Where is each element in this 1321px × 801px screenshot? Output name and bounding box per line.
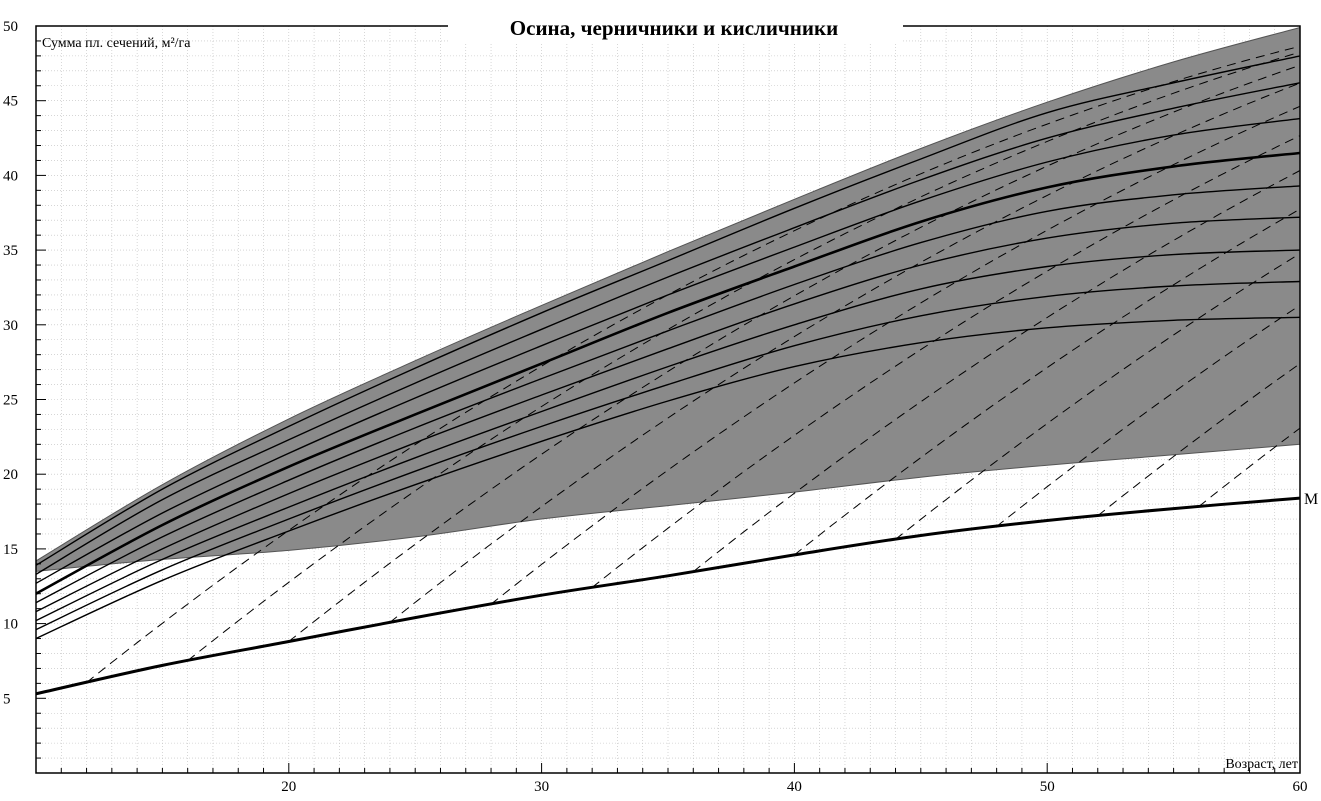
growth-curve	[35, 316, 1301, 640]
dashed-line	[490, 105, 1301, 605]
growth-curve	[35, 151, 1301, 595]
axis-ticks	[35, 25, 1301, 774]
growth-curve	[35, 82, 1301, 575]
x-tick-label: 40	[787, 779, 802, 795]
dashed-line	[86, 45, 1301, 683]
y-tick-label: 5	[3, 691, 11, 707]
y-axis-label: Сумма пл. сечений, м²/га	[42, 36, 191, 51]
growth-curve	[35, 249, 1301, 622]
dashed-line	[1097, 363, 1301, 517]
y-tick-label: 25	[3, 393, 18, 409]
x-tick-label: 50	[1040, 779, 1055, 795]
growth-curve	[35, 55, 1301, 566]
y-tick-label: 20	[3, 467, 18, 483]
dashed-line	[288, 64, 1301, 642]
y-tick-label: 35	[3, 243, 18, 259]
x-tick-label: 60	[1293, 779, 1308, 795]
y-tick-labels: 5 10 15 20 25 30 35 40 45 50	[3, 19, 18, 707]
x-tick-labels: 20 30 40 50 60	[281, 779, 1307, 795]
dashed-line	[1198, 427, 1301, 507]
y-tick-label: 40	[3, 168, 18, 184]
shaded-band	[35, 26, 1301, 572]
x-tick-label: 20	[281, 779, 296, 795]
growth-curves	[35, 55, 1301, 640]
y-tick-label: 45	[3, 94, 18, 110]
y-tick-label: 10	[3, 617, 18, 633]
y-tick-label: 15	[3, 542, 18, 558]
dashed-line	[187, 51, 1301, 662]
dashed-line	[591, 135, 1301, 588]
dashed-line	[794, 208, 1301, 556]
dashed-line	[692, 170, 1301, 572]
growth-curve	[35, 216, 1301, 613]
x-tick-label: 30	[534, 779, 549, 795]
chart-title: Осина, черничники и кисличники	[510, 16, 838, 40]
title-background	[448, 16, 903, 42]
x-axis-label: Возраст, лет	[1225, 757, 1298, 772]
min-curve-m	[35, 496, 1301, 696]
dashed-line	[996, 304, 1301, 527]
min-curve-label: M	[1304, 491, 1318, 508]
growth-curve	[35, 280, 1301, 631]
y-tick-label: 50	[3, 19, 18, 35]
growth-curve	[35, 117, 1301, 584]
growth-curve	[35, 185, 1301, 604]
dashed-lines	[86, 45, 1301, 683]
y-tick-label: 30	[3, 318, 18, 334]
